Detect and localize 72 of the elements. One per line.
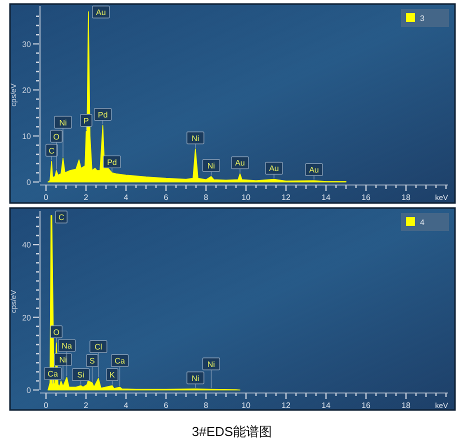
annotation: S <box>90 356 95 366</box>
y-tick-label: 20 <box>22 86 32 95</box>
annotation: Si <box>77 370 85 380</box>
annotation: Pd <box>98 110 108 120</box>
annotation: P <box>84 116 89 126</box>
annotation: Pd <box>107 158 117 167</box>
x-tick-label: 0 <box>44 401 49 410</box>
x-tick-label: 16 <box>362 193 371 202</box>
peak-label: C <box>46 144 58 161</box>
peak-label: Au <box>92 6 110 18</box>
x-tick-label: 12 <box>282 193 291 202</box>
y-tick-label: 30 <box>22 40 32 49</box>
annotation: Au <box>235 158 245 168</box>
text: 3#EDS能谱图 <box>192 424 272 439</box>
x-tick-label: 14 <box>322 193 331 202</box>
peak-label: K <box>106 368 118 385</box>
x-tick-label: 16 <box>362 401 371 410</box>
annotation: O <box>53 328 60 337</box>
x-tick-label: 4 <box>124 401 129 410</box>
x-tick-label: 6 <box>164 193 169 202</box>
annotation: Cl <box>94 342 102 352</box>
peak-label: Ni <box>186 132 204 148</box>
annotation: Au <box>309 166 319 175</box>
peak-label: P <box>80 114 92 131</box>
peak-label: Ni <box>202 358 220 389</box>
y-tick-label: 10 <box>22 132 32 141</box>
x-tick-label: 4 <box>124 193 129 202</box>
x-tick-label: 10 <box>242 193 251 202</box>
x-tick-label: 18 <box>402 193 411 202</box>
x-tick-label: 10 <box>242 401 251 410</box>
y-tick-label: 40 <box>22 240 32 250</box>
annotation: Ni <box>207 161 216 170</box>
annotation: K <box>110 370 116 380</box>
peak-label: Ca <box>44 367 62 384</box>
annotation: Ca <box>48 370 58 379</box>
annotation: Ni <box>192 374 200 383</box>
peak-label: Au <box>305 163 323 180</box>
annotation: Ni <box>59 118 67 128</box>
legend-label: 3 <box>420 14 425 23</box>
x-tick-label: 2 <box>84 193 89 202</box>
annotation: Ni <box>192 134 200 143</box>
annotation: Ca <box>114 356 126 366</box>
peak-label: C <box>55 210 68 224</box>
peak-label: O <box>50 325 62 342</box>
peak-label: Si <box>72 368 90 385</box>
annotation: Au <box>96 8 106 17</box>
y-tick-label: 0 <box>26 178 32 187</box>
annotation: Na <box>62 342 72 351</box>
x-tick-label: 8 <box>204 401 209 410</box>
y-tick-label: 20 <box>22 313 32 322</box>
legend-label: 4 <box>420 218 425 227</box>
annotation: Ni <box>207 360 216 369</box>
x-tick-label: 2 <box>84 401 89 410</box>
x-tick-label: 18 <box>402 401 411 410</box>
peak-label: S <box>86 354 98 382</box>
peak-label: Ni <box>202 159 220 176</box>
x-tick-label: 0 <box>44 193 49 202</box>
peak-label: Pd <box>94 108 112 125</box>
annotation: Au <box>269 164 279 174</box>
annotation: C <box>58 213 64 222</box>
peak-label: Au <box>231 156 249 174</box>
peak-label: Ni <box>186 372 204 388</box>
x-tick-label: 8 <box>204 193 209 202</box>
y-tick-label: 0 <box>26 386 32 395</box>
annotation: O <box>53 132 60 142</box>
x-tick-label: 12 <box>282 401 291 410</box>
peak-label: Pd <box>103 155 121 172</box>
x-tick-label: 14 <box>322 401 331 410</box>
x-tick-label: 6 <box>164 401 169 410</box>
peak-label: Au <box>265 162 283 179</box>
annotation: Ni <box>59 356 67 365</box>
annotation: C <box>48 146 55 156</box>
